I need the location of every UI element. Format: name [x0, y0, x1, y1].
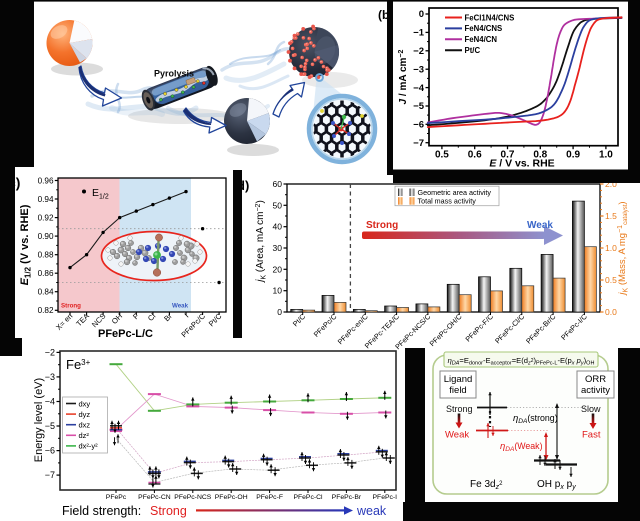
svg-text:30: 30	[273, 243, 283, 253]
svg-text:I: I	[183, 312, 191, 320]
svg-text:0: 0	[419, 9, 424, 20]
svg-text:1.5: 1.5	[605, 211, 617, 221]
svg-text:−2: −2	[413, 46, 424, 57]
svg-text:PFePc-L/C: PFePc-L/C	[98, 328, 153, 340]
svg-text:Fast: Fast	[582, 430, 601, 441]
svg-text:−5: −5	[413, 101, 425, 112]
svg-text:PFePc-OH: PFePc-OH	[215, 494, 248, 501]
svg-text:0.5: 0.5	[605, 275, 617, 285]
svg-text:FeN4/CNS: FeN4/CNS	[465, 24, 503, 33]
svg-text:Field strength:: Field strength:	[62, 504, 141, 518]
svg-text:Slow: Slow	[581, 404, 601, 414]
svg-text:Cl: Cl	[146, 311, 158, 323]
svg-text:50: 50	[273, 200, 283, 210]
svg-text:PFePc-CN: PFePc-CN	[138, 494, 171, 501]
svg-text:−4: −4	[413, 83, 425, 94]
svg-text:−5: −5	[45, 421, 55, 431]
svg-text:jK (Area, mA cm−2): jK (Area, mA cm−2)	[255, 200, 268, 284]
svg-text:0.90: 0.90	[38, 232, 54, 241]
svg-text:60: 60	[273, 179, 283, 189]
svg-text:0.96: 0.96	[38, 176, 54, 185]
svg-text:PFePc-Cl: PFePc-Cl	[293, 494, 323, 501]
svg-text:0.82: 0.82	[38, 306, 54, 315]
svg-text:−6: −6	[413, 120, 424, 131]
svg-text:Weak: Weak	[172, 303, 189, 310]
svg-text:Total mass activity: Total mass activity	[418, 197, 477, 206]
svg-text:0.8: 0.8	[533, 150, 547, 161]
svg-text:Fe 3dz2: Fe 3dz2	[470, 479, 503, 491]
svg-text:Energy level (eV): Energy level (eV)	[33, 378, 45, 462]
svg-text:Strong: Strong	[150, 504, 187, 518]
svg-text:dyz: dyz	[79, 410, 91, 419]
svg-text:0.92: 0.92	[38, 213, 54, 222]
svg-text:dz²: dz²	[79, 431, 90, 440]
svg-text:Pyrolysis: Pyrolysis	[154, 69, 194, 79]
svg-text:ORR: ORR	[585, 374, 606, 385]
svg-text:0: 0	[277, 307, 282, 317]
svg-text:Pt/C: Pt/C	[465, 46, 481, 55]
svg-text:OH px py: OH px py	[537, 479, 576, 491]
svg-text:PFePc-I: PFePc-I	[373, 494, 398, 501]
svg-text:0.88: 0.88	[38, 250, 54, 259]
svg-text:Geometric area activity: Geometric area activity	[418, 188, 492, 197]
svg-text:dxz: dxz	[79, 421, 91, 430]
svg-text:1.0: 1.0	[605, 243, 617, 253]
svg-text:jK (Mass, A mg−1catalyst): jK (Mass, A mg−1catalyst)	[617, 201, 630, 296]
svg-text:−7: −7	[45, 470, 55, 480]
svg-text:0.7: 0.7	[501, 150, 515, 161]
svg-text:Weak: Weak	[527, 220, 553, 231]
svg-text:E / V vs. RHE: E / V vs. RHE	[489, 158, 554, 170]
svg-text:activity: activity	[581, 385, 610, 396]
svg-text:PFePc-Br: PFePc-Br	[332, 494, 362, 501]
svg-text:0.86: 0.86	[38, 269, 54, 278]
svg-text:FeN4/CN: FeN4/CN	[465, 35, 498, 44]
svg-text:0.94: 0.94	[38, 195, 54, 204]
svg-text:ηDA(strong): ηDA(strong)	[513, 413, 558, 425]
svg-text:dx²-y²: dx²-y²	[79, 442, 99, 451]
svg-text:−3: −3	[413, 64, 424, 75]
svg-text:−3: −3	[45, 372, 55, 382]
svg-text:40: 40	[273, 222, 283, 232]
svg-text:ηDA=Edonor-Eacceptor=E(dz2)PFe: ηDA=Edonor-Eacceptor=E(dz2)PFePc-L-E(px …	[448, 356, 595, 367]
svg-text:0.5: 0.5	[435, 150, 449, 161]
svg-text:PFePc-NCS: PFePc-NCS	[174, 494, 211, 501]
svg-text:PFePc: PFePc	[106, 494, 127, 501]
svg-text:−2: −2	[45, 347, 55, 357]
svg-text:−7: −7	[413, 138, 424, 149]
svg-text:ηDA(Weak): ηDA(Weak)	[500, 441, 543, 453]
svg-text:−1: −1	[413, 28, 425, 39]
svg-text:20: 20	[273, 264, 283, 274]
svg-text:FeCl1N4/CNS: FeCl1N4/CNS	[465, 13, 515, 22]
svg-text:F: F	[131, 311, 141, 321]
svg-text:J / mA cm−2: J / mA cm−2	[398, 49, 409, 104]
svg-text:PFePc-F: PFePc-F	[256, 494, 283, 501]
svg-text:Ligand: Ligand	[444, 374, 473, 385]
svg-text:Strong: Strong	[366, 220, 398, 231]
svg-text:Strong: Strong	[61, 303, 81, 310]
svg-text:1.0: 1.0	[599, 150, 613, 161]
svg-text:E1/2 (V vs. RHE): E1/2 (V vs. RHE)	[19, 204, 33, 285]
svg-text:weak: weak	[356, 504, 387, 518]
svg-text:10: 10	[273, 286, 283, 296]
svg-text:Weak: Weak	[445, 430, 469, 441]
svg-text:dxy: dxy	[79, 399, 91, 408]
svg-text:(b: (b	[378, 8, 389, 22]
svg-text:0.9: 0.9	[566, 150, 580, 161]
svg-text:0.6: 0.6	[468, 150, 482, 161]
svg-text:−6: −6	[45, 446, 55, 456]
svg-text:Strong: Strong	[446, 404, 473, 414]
svg-text:−4: −4	[45, 397, 55, 407]
svg-text:0.0: 0.0	[605, 307, 617, 317]
svg-text:2.0: 2.0	[605, 179, 617, 189]
svg-text:0.84: 0.84	[38, 288, 54, 297]
svg-text:field: field	[449, 385, 466, 396]
